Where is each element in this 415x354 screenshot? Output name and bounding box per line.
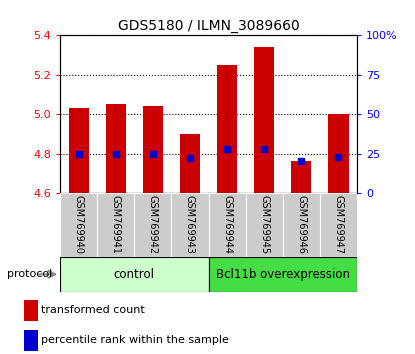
Bar bbox=[60, 257, 209, 292]
Bar bbox=[209, 193, 246, 257]
Bar bbox=[217, 65, 237, 193]
Bar bbox=[246, 193, 283, 257]
Text: control: control bbox=[114, 268, 155, 281]
Bar bbox=[171, 193, 209, 257]
Bar bbox=[143, 106, 163, 193]
Bar bbox=[180, 134, 200, 193]
Bar bbox=[328, 114, 349, 193]
Bar bbox=[283, 193, 320, 257]
Title: GDS5180 / ILMN_3089660: GDS5180 / ILMN_3089660 bbox=[118, 19, 299, 33]
Text: GSM769940: GSM769940 bbox=[74, 195, 84, 254]
Bar bbox=[291, 161, 312, 193]
Bar bbox=[105, 104, 126, 193]
Bar bbox=[254, 47, 274, 193]
Text: protocol: protocol bbox=[7, 269, 52, 279]
Bar bbox=[134, 193, 171, 257]
Text: transformed count: transformed count bbox=[42, 306, 145, 315]
Bar bbox=[24, 300, 38, 321]
Text: percentile rank within the sample: percentile rank within the sample bbox=[42, 336, 229, 346]
Bar bbox=[209, 257, 357, 292]
Bar bbox=[60, 193, 97, 257]
Text: GSM769942: GSM769942 bbox=[148, 195, 158, 255]
Text: GSM769946: GSM769946 bbox=[296, 195, 306, 254]
Text: Bcl11b overexpression: Bcl11b overexpression bbox=[216, 268, 350, 281]
Text: GSM769945: GSM769945 bbox=[259, 195, 269, 255]
Text: GSM769947: GSM769947 bbox=[333, 195, 343, 255]
Bar bbox=[24, 330, 38, 351]
Bar bbox=[68, 108, 89, 193]
Text: GSM769943: GSM769943 bbox=[185, 195, 195, 254]
Bar bbox=[320, 193, 357, 257]
Text: GSM769944: GSM769944 bbox=[222, 195, 232, 254]
Bar bbox=[97, 193, 134, 257]
Text: GSM769941: GSM769941 bbox=[111, 195, 121, 254]
